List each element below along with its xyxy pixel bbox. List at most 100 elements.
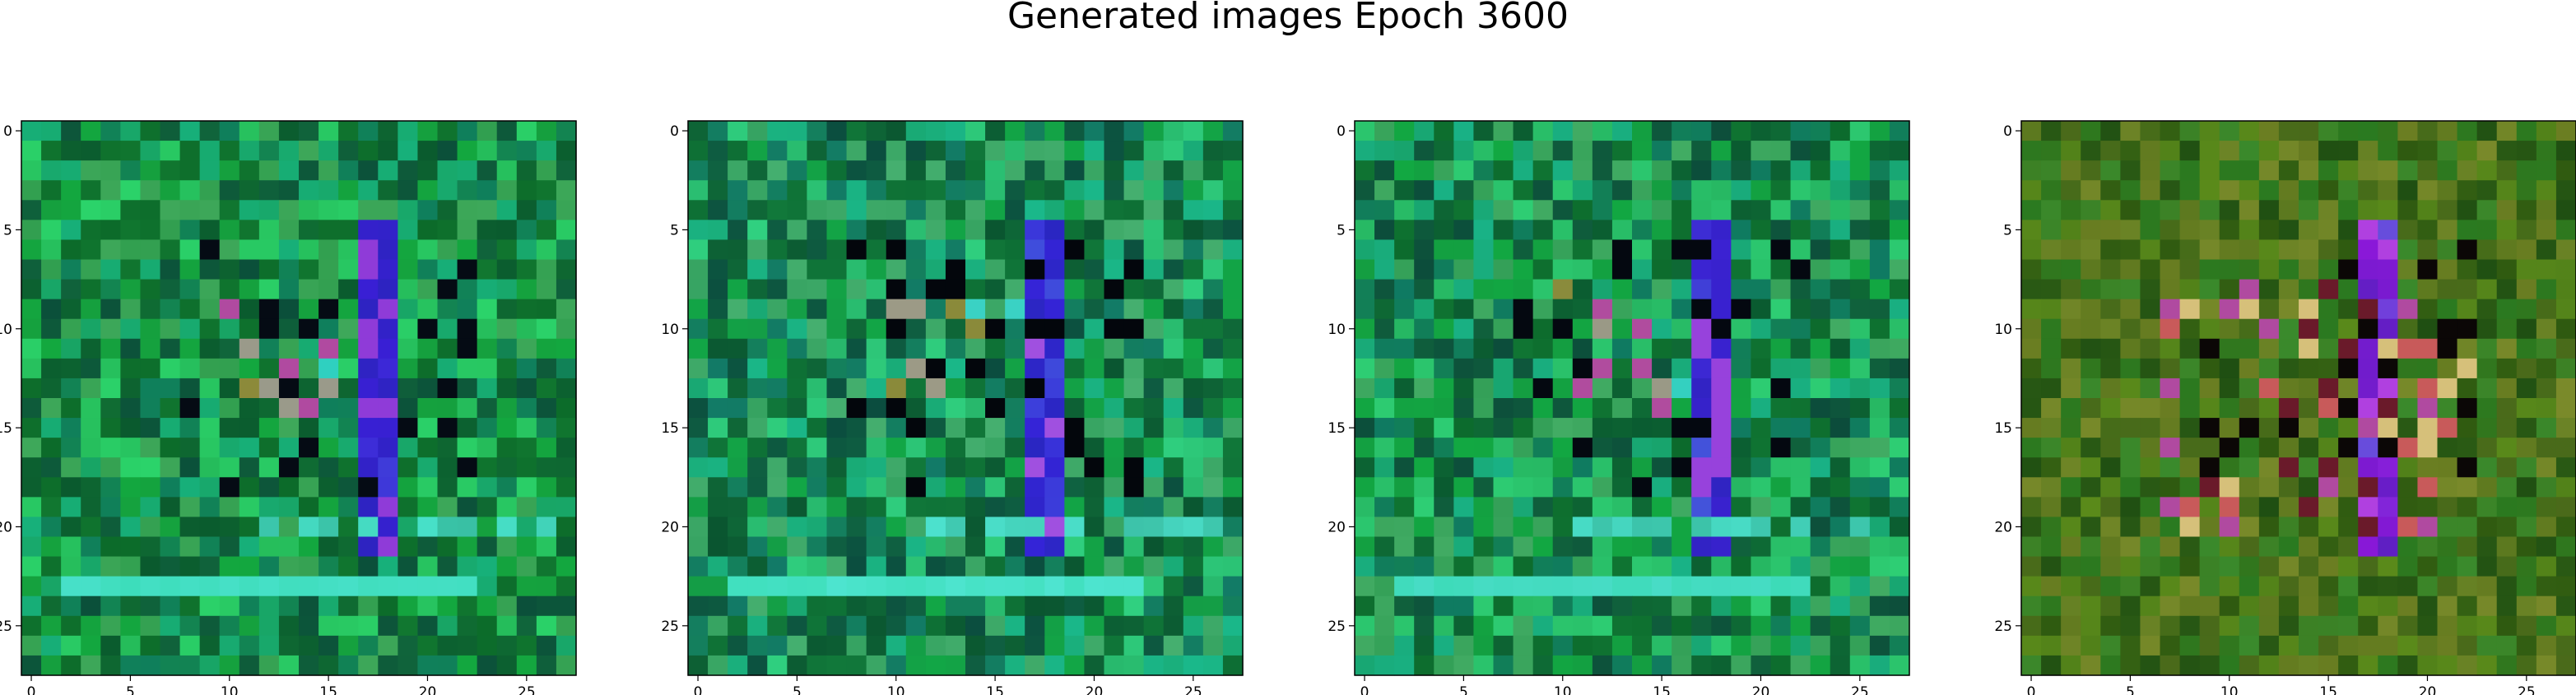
pixel xyxy=(728,160,748,181)
pixel xyxy=(1453,121,1475,141)
pixel xyxy=(2239,655,2260,676)
pixel xyxy=(516,121,537,141)
pixel xyxy=(61,536,81,558)
pixel xyxy=(2378,200,2398,220)
pixel xyxy=(1005,220,1025,241)
pixel xyxy=(477,358,498,379)
pixel xyxy=(81,655,101,676)
pixel xyxy=(1104,418,1125,438)
pixel xyxy=(1005,655,1025,676)
pixel xyxy=(1414,378,1434,399)
pixel xyxy=(2100,200,2121,220)
pixel xyxy=(1355,595,1375,617)
pixel xyxy=(1611,615,1633,637)
pixel xyxy=(2219,318,2240,340)
pixel xyxy=(1005,398,1025,419)
pixel xyxy=(728,457,748,478)
pixel xyxy=(2299,595,2319,617)
pixel xyxy=(258,121,280,141)
pixel xyxy=(120,160,142,181)
pixel xyxy=(1064,576,1086,597)
pixel xyxy=(1572,595,1593,617)
pixel xyxy=(2338,358,2359,379)
pixel xyxy=(1222,576,1244,597)
pixel xyxy=(708,338,728,359)
pixel xyxy=(1143,378,1165,399)
pixel xyxy=(1632,279,1653,300)
pixel xyxy=(965,141,986,161)
pixel xyxy=(398,180,419,201)
pixel xyxy=(41,180,62,201)
pixel xyxy=(477,517,498,538)
pixel xyxy=(846,536,867,558)
pixel xyxy=(1889,536,1910,558)
pixel xyxy=(437,438,458,458)
pixel xyxy=(787,160,808,181)
pixel xyxy=(1434,517,1454,538)
pixel xyxy=(2239,615,2260,637)
pixel xyxy=(199,220,221,241)
pixel xyxy=(516,655,537,676)
pixel xyxy=(965,556,986,577)
x-tick-label: 15 xyxy=(1653,684,1671,695)
pixel xyxy=(1691,517,1712,538)
pixel xyxy=(1104,576,1125,597)
pixel xyxy=(417,556,439,577)
pixel xyxy=(2299,615,2319,637)
pixel xyxy=(1770,457,1792,478)
pixel xyxy=(2021,180,2042,201)
pixel xyxy=(1414,536,1434,558)
pixel xyxy=(160,457,181,478)
pixel xyxy=(299,497,319,518)
pixel xyxy=(437,457,458,478)
pixel xyxy=(925,595,946,617)
pixel xyxy=(2476,220,2498,241)
pixel xyxy=(846,220,867,241)
pixel xyxy=(1104,259,1125,280)
pixel xyxy=(1751,438,1772,458)
pixel xyxy=(457,220,478,241)
pixel xyxy=(1592,338,1613,359)
pixel xyxy=(1652,239,1672,261)
pixel xyxy=(1572,438,1593,458)
pixel xyxy=(2476,338,2498,359)
pixel xyxy=(1889,655,1910,676)
pixel xyxy=(1143,576,1165,597)
pixel xyxy=(925,418,946,438)
pixel xyxy=(1711,457,1732,478)
pixel xyxy=(140,576,161,597)
pixel xyxy=(278,299,300,320)
pixel xyxy=(2555,497,2576,518)
x-tick-label: 15 xyxy=(319,684,337,695)
pixel xyxy=(398,378,419,399)
pixel xyxy=(886,121,907,141)
pixel xyxy=(338,655,359,676)
pixel xyxy=(1414,398,1434,419)
pixel xyxy=(477,200,498,220)
pixel xyxy=(985,121,1006,141)
pixel xyxy=(21,200,42,220)
pixel xyxy=(417,338,439,359)
pixel xyxy=(1222,358,1244,379)
pixel xyxy=(2278,418,2299,438)
pixel xyxy=(1552,576,1574,597)
pixel xyxy=(21,279,42,300)
pixel xyxy=(1810,576,1831,597)
pixel xyxy=(1143,160,1165,181)
pixel xyxy=(358,259,379,280)
pixel xyxy=(2555,556,2576,577)
pixel xyxy=(886,536,907,558)
pixel xyxy=(1672,615,1692,637)
pixel xyxy=(1064,457,1086,478)
pixel xyxy=(398,299,419,320)
pixel xyxy=(1394,477,1415,498)
pixel xyxy=(278,477,300,498)
pixel xyxy=(2318,497,2339,518)
pixel xyxy=(2476,595,2498,617)
pixel xyxy=(2041,536,2062,558)
pixel xyxy=(1222,299,1244,320)
pixel xyxy=(179,259,201,280)
pixel xyxy=(1473,517,1495,538)
pixel xyxy=(2457,655,2478,676)
pixel xyxy=(2219,338,2240,359)
